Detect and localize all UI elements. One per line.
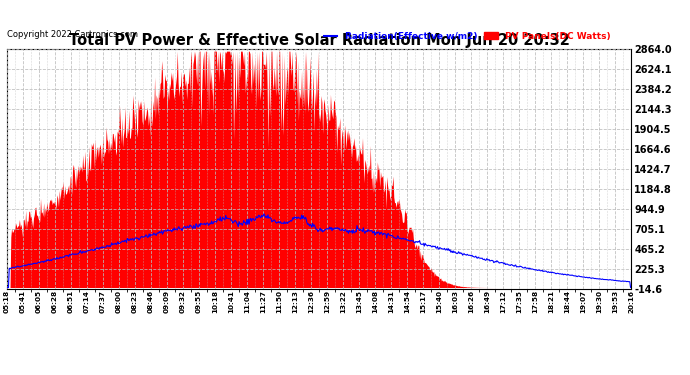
Legend: Radiation(Effective w/m2), PV Panels(DC Watts): Radiation(Effective w/m2), PV Panels(DC … [320,28,614,44]
Title: Total PV Power & Effective Solar Radiation Mon Jun 20 20:32: Total PV Power & Effective Solar Radiati… [69,33,569,48]
Text: Copyright 2022 Cartronics.com: Copyright 2022 Cartronics.com [7,30,138,39]
